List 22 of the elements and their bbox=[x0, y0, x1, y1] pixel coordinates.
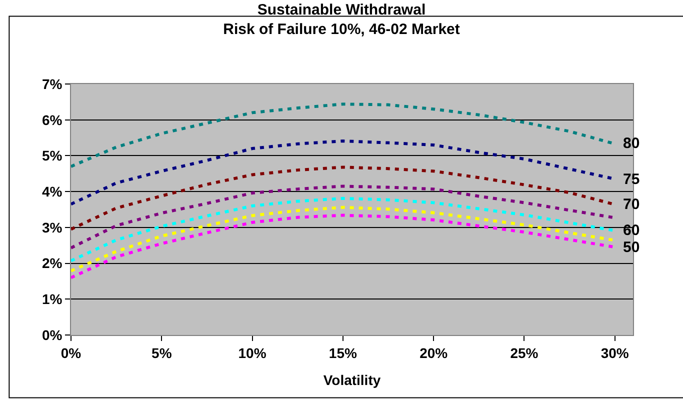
y-tick-label: 3% bbox=[42, 219, 63, 236]
y-tick-label: 7% bbox=[42, 76, 63, 92]
series-label: 80 bbox=[623, 135, 640, 152]
series-label: 60 bbox=[623, 222, 640, 239]
chart-title: Sustainable Withdrawal Risk of Failure 10%, 46-02 Market bbox=[223, 2, 460, 38]
x-tick-label: 15% bbox=[328, 344, 358, 361]
series-label: 75 bbox=[623, 171, 640, 188]
y-tick-label: 2% bbox=[42, 255, 63, 272]
x-tick-label: 10% bbox=[238, 344, 267, 361]
x-tick-label: 25% bbox=[510, 344, 539, 361]
y-tick-label: 0% bbox=[42, 326, 63, 343]
y-tick-label: 5% bbox=[42, 148, 63, 164]
y-tick-label: 6% bbox=[42, 112, 63, 128]
series-label: 50 bbox=[623, 239, 640, 256]
x-axis-title: Volatility bbox=[323, 372, 381, 388]
series-label: 70 bbox=[623, 196, 640, 213]
x-tick-label: 30% bbox=[600, 344, 630, 361]
x-tick-label: 5% bbox=[152, 344, 172, 361]
x-tick-label: 0% bbox=[60, 344, 82, 361]
x-tick-label: 20% bbox=[420, 344, 448, 361]
y-tick-label: 4% bbox=[42, 183, 63, 200]
y-tick-label: 1% bbox=[42, 291, 63, 308]
